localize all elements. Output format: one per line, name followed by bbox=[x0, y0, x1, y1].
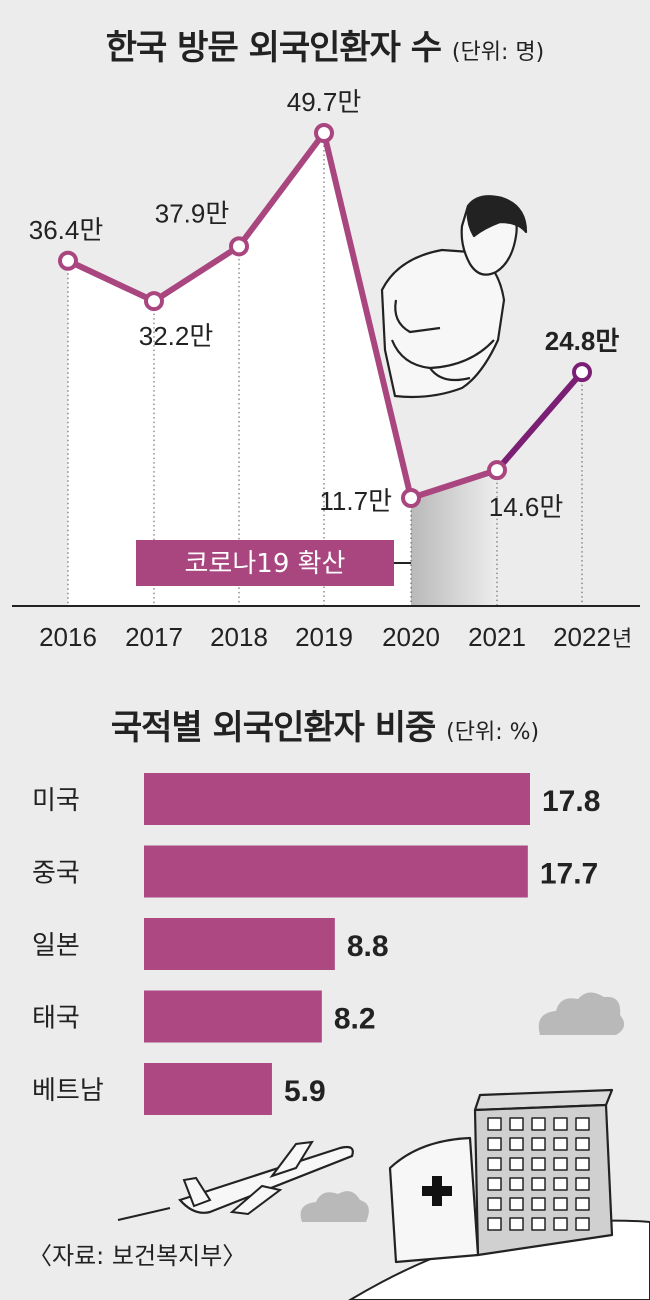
line-chart-title: 한국 방문 외국인환자 수 (단위: 명) bbox=[0, 20, 650, 69]
hospital-window bbox=[487, 1137, 502, 1151]
value-label-2019: 49.7만 bbox=[287, 87, 362, 117]
cloud-icon bbox=[538, 992, 625, 1035]
hospital-window bbox=[487, 1117, 502, 1131]
hospital-window bbox=[553, 1197, 568, 1211]
x-tick-label-2019: 2019 bbox=[295, 622, 353, 652]
hospital-window bbox=[531, 1117, 546, 1131]
category-label-미국: 미국 bbox=[32, 786, 80, 816]
source-label: 〈자료: 보건복지부〉 bbox=[28, 1242, 247, 1270]
bar-chart-title: 국적별 외국인환자 비중 (단위: %) bbox=[0, 700, 650, 749]
line-area-pre-covid bbox=[68, 133, 411, 606]
hospital-window bbox=[487, 1217, 502, 1231]
bar-chart-title-text: 국적별 외국인환자 비중 bbox=[110, 708, 436, 748]
hospital-window bbox=[553, 1177, 568, 1191]
value-label-2021: 14.6만 bbox=[489, 492, 564, 522]
bar-베트남 bbox=[144, 1063, 272, 1115]
hospital-window bbox=[575, 1217, 590, 1231]
covid-annotation-box bbox=[136, 540, 394, 586]
line-chart-title-text: 한국 방문 외국인환자 수 bbox=[105, 28, 442, 68]
hospital-window bbox=[531, 1177, 546, 1191]
hospital-window bbox=[487, 1197, 502, 1211]
hospital-window bbox=[553, 1137, 568, 1151]
bar-value-중국: 17.7 bbox=[540, 858, 598, 891]
x-tick-label-2020: 2020 bbox=[382, 622, 440, 652]
hospital-window bbox=[509, 1217, 524, 1231]
sick-man-icon bbox=[380, 195, 528, 399]
illustrations-front bbox=[117, 195, 614, 1264]
data-point-2019 bbox=[314, 123, 334, 143]
hospital-window bbox=[509, 1117, 524, 1131]
bar-일본 bbox=[144, 918, 335, 970]
data-point-2021 bbox=[487, 460, 507, 481]
x-tick-label-2017: 2017 bbox=[125, 622, 183, 652]
x-tick-suffix: 년 bbox=[612, 627, 632, 652]
data-point-2016 bbox=[58, 250, 78, 271]
hospital-icon bbox=[388, 1088, 614, 1264]
line-segment-2016-2017 bbox=[65, 257, 157, 305]
line-segment-2021-2022 bbox=[494, 369, 585, 474]
hospital-window bbox=[509, 1197, 524, 1211]
value-label-2018: 37.9만 bbox=[155, 198, 230, 228]
data-point-2018 bbox=[229, 236, 249, 257]
bar-value-미국: 17.8 bbox=[542, 785, 600, 818]
x-tick-label-2022: 2022 bbox=[553, 622, 611, 652]
bar-태국 bbox=[144, 990, 322, 1043]
value-label-2022: 24.8만 bbox=[545, 326, 620, 356]
data-point-2020 bbox=[401, 488, 421, 508]
category-label-중국: 중국 bbox=[32, 859, 80, 889]
hospital-window bbox=[531, 1217, 546, 1231]
airplane-icon bbox=[117, 1140, 354, 1221]
line-chart-unit: (단위: 명) bbox=[451, 40, 545, 65]
category-label-태국: 태국 bbox=[32, 1004, 80, 1034]
hospital-window bbox=[531, 1157, 546, 1171]
bar-value-베트남: 5.9 bbox=[284, 1075, 326, 1108]
hospital-window bbox=[553, 1217, 568, 1231]
hospital-window bbox=[531, 1197, 546, 1211]
category-label-일본: 일본 bbox=[32, 931, 80, 961]
x-tick-label-2018: 2018 bbox=[210, 622, 268, 652]
hospital-window bbox=[531, 1137, 546, 1151]
line-segment-2019-2020 bbox=[321, 130, 414, 501]
covid-period-band bbox=[411, 470, 497, 606]
hospital-window bbox=[553, 1157, 568, 1171]
hospital-window bbox=[575, 1157, 590, 1171]
bar-value-태국: 8.2 bbox=[334, 1003, 376, 1036]
hospital-window bbox=[509, 1137, 524, 1151]
hospital-window bbox=[487, 1157, 502, 1171]
value-label-2016: 36.4만 bbox=[29, 215, 104, 245]
bar-중국 bbox=[144, 845, 528, 898]
data-point-2017 bbox=[144, 291, 164, 312]
value-label-2017: 32.2만 bbox=[139, 321, 214, 351]
hospital-window bbox=[553, 1117, 568, 1131]
hospital-window bbox=[575, 1117, 590, 1131]
x-tick-label-2016: 2016 bbox=[39, 622, 97, 652]
hospital-window bbox=[509, 1157, 524, 1171]
hospital-window bbox=[509, 1177, 524, 1191]
covid-annotation-text: 코로나19 확산 bbox=[185, 549, 346, 579]
bar-value-일본: 8.8 bbox=[347, 930, 389, 963]
line-segment-2020-2021 bbox=[408, 467, 500, 501]
bar-미국 bbox=[144, 773, 530, 825]
hospital-window bbox=[575, 1197, 590, 1211]
hospital-window bbox=[575, 1177, 590, 1191]
hospital-window bbox=[487, 1177, 502, 1191]
category-label-베트남: 베트남 bbox=[32, 1076, 104, 1106]
line-plot: 36.4만 32.2만 37.9만 49.7만 11.7만 14.6만 24.8만 2016 2… bbox=[12, 87, 640, 1115]
hospital-window bbox=[575, 1137, 590, 1151]
line-segment-2017-2018 bbox=[151, 243, 242, 305]
value-label-2020: 11.7만 bbox=[319, 486, 392, 516]
data-point-2022 bbox=[572, 362, 592, 383]
cloud-icon bbox=[300, 1191, 369, 1222]
line-segment-2018-2019 bbox=[236, 130, 327, 250]
bar-chart-unit: (단위: %) bbox=[446, 720, 540, 745]
x-tick-label-2021: 2021 bbox=[468, 622, 526, 652]
